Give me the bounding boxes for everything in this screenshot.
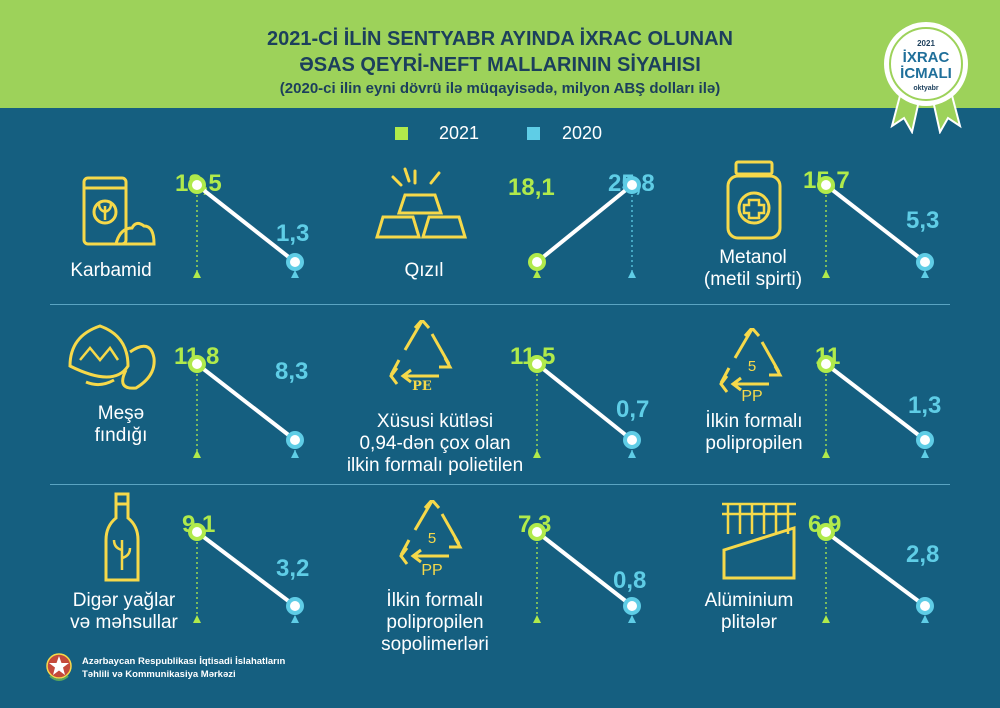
recycle-pp-icon: 5 PP [399,500,463,578]
axis-marker-2020 [921,615,929,623]
legend-swatch-2020 [527,127,540,140]
axis-marker-2021 [193,450,201,458]
slope-line [535,530,634,608]
axis-marker-2021 [533,270,541,278]
medicine-bottle-icon [726,160,782,240]
axis-marker-2020 [291,615,299,623]
item-label-other-oils: Digər yağlar və məhsullar [70,590,178,633]
item-label-aluminium: Alüminium plitələr [704,590,794,633]
slope-line [824,183,927,264]
axis-marker-2021 [533,615,541,623]
axis-marker-2021 [533,450,541,458]
slope-line [195,183,297,264]
point-2020 [623,597,641,615]
slope-line [195,362,297,442]
hazelnut-icon [68,324,156,390]
fertilizer-bag-icon [82,176,156,246]
point-2021 [188,176,206,194]
axis-marker-2020 [628,615,636,623]
value-2020-metanol: 5,3 [906,207,940,234]
point-2021 [817,355,835,373]
header-band: 2021-Cİ İLİN SENTYABR AYINDA İXRAC OLUNA… [0,0,1000,108]
axis-marker-2020 [921,450,929,458]
emblem-icon [46,653,72,681]
legend-label-2021: 2021 [439,123,480,143]
point-2021 [528,253,546,271]
point-2021 [528,355,546,373]
value-2020-karbamid: 1,3 [276,220,310,247]
legend-swatch-2021 [395,127,408,140]
axis-marker-2020 [291,450,299,458]
item-label-polyethylene: Xüsusi kütləsi 0,94-dən çox olan ilkin for… [346,411,524,476]
axis-marker-2020 [628,450,636,458]
point-2020 [286,431,304,449]
slope-line [195,530,297,608]
axis-marker-2020 [921,270,929,278]
slope-line [824,362,927,442]
footer-line-1: Azərbaycan Respublikası İqtisadi İslahat… [82,656,286,667]
title-line-1: 2021-Cİ İLİN SENTYABR AYINDA İXRAC OLUNA… [266,28,733,50]
value-2020-hazelnut: 8,3 [275,358,309,385]
badge-line1: İXRAC [903,49,950,66]
point-2020 [916,431,934,449]
badge-line2: İCMALI [900,65,952,82]
title-line-2: ƏSAS QEYRİ-NEFT MALLARININ SİYAHISI [299,54,701,76]
value-2020-pp-copolymers: 0,8 [613,567,647,594]
point-2020 [623,176,641,194]
aluminium-sheet-icon [722,502,796,580]
slope-line [535,183,634,264]
point-2020 [286,597,304,615]
row-separator [50,304,950,305]
legend: 2021 2020 [0,121,1000,147]
point-2021 [817,176,835,194]
axis-marker-2021 [822,615,830,623]
badge-month: oktyabr [913,85,939,92]
slope-line [824,530,927,608]
point-2020 [286,253,304,271]
item-label-polypropylene: İlkin formalı polipropilen [705,411,803,454]
item-label-metanol: Metanol (metil spirti) [703,247,803,290]
point-2021 [817,523,835,541]
point-2020 [916,253,934,271]
item-label-pp-copolymers: İlkin formalı polipropilen sopolimerləri [381,590,489,655]
item-label-karbamid: Karbamid [70,260,152,281]
badge-year: 2021 [917,39,935,48]
recycle-number: 5 [748,358,756,375]
recycle-code-label: PE [412,379,432,392]
axis-marker-2021 [193,270,201,278]
gold-bars-icon [375,167,468,239]
row-separator [50,484,950,485]
footer-line-2: Təhlili və Kommunikasiya Mərkəzi [82,669,236,680]
recycle-code-label: PP [741,388,762,402]
value-2020-aluminium: 2,8 [906,541,940,568]
subtitle: (2020-ci ilin eyni dövrü ilə müqayisədə,… [279,80,721,97]
axis-marker-2020 [628,270,636,278]
recycle-pe-icon: PE [389,320,453,392]
value-2021-qizil: 18,1 [508,174,555,201]
axis-marker-2021 [822,270,830,278]
value-2020-polypropylene: 1,3 [908,392,942,419]
point-2020 [916,597,934,615]
recycle-pp-icon: 5 PP [719,328,783,402]
point-2020 [623,431,641,449]
axis-marker-2020 [291,270,299,278]
recycle-number: 5 [428,530,436,547]
axis-marker-2021 [822,450,830,458]
oil-bottle-icon [104,492,140,582]
value-2020-polyethylene: 0,7 [616,396,650,423]
axis-marker-2021 [193,615,201,623]
item-label-hazelnut: Meşə fındığı [94,403,148,446]
point-2021 [188,355,206,373]
export-review-badge: 2021 İXRAC İCMALI oktyabr [884,22,968,134]
slope-line [535,362,634,442]
point-2021 [528,523,546,541]
recycle-code-label: PP [421,562,442,578]
legend-label-2020: 2020 [562,123,603,143]
item-label-qizil: Qızıl [404,260,444,281]
point-2021 [188,523,206,541]
value-2020-other-oils: 3,2 [276,555,310,582]
